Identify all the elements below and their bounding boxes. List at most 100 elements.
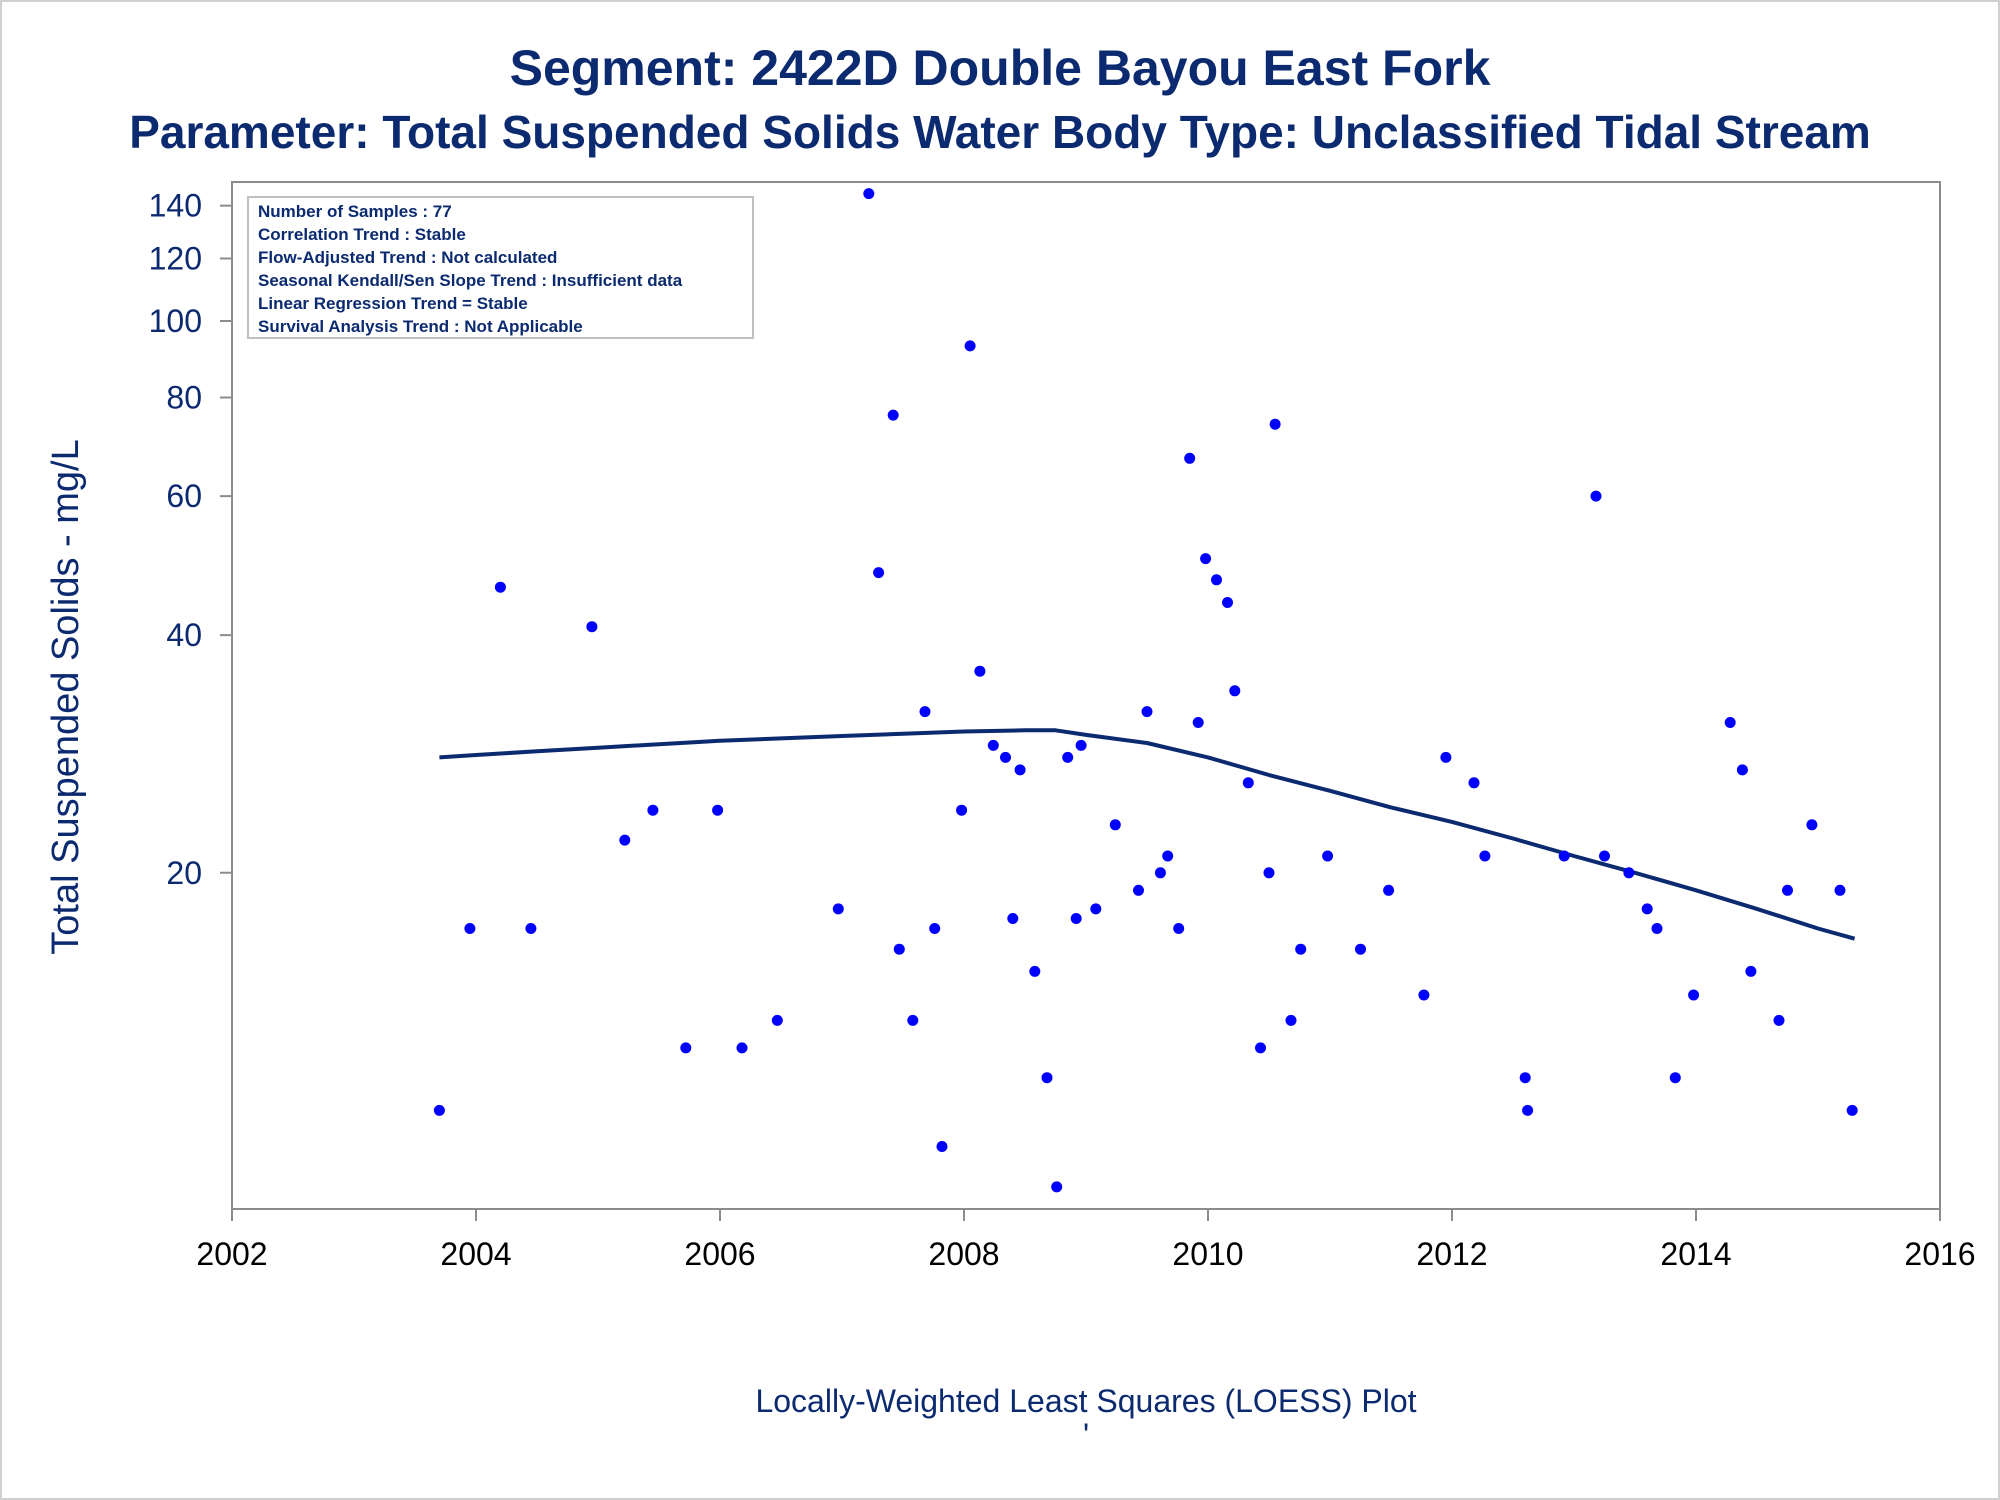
data-point	[1014, 764, 1026, 776]
data-point	[680, 1042, 692, 1054]
data-point	[1651, 923, 1663, 934]
data-point	[1383, 884, 1395, 896]
data-point	[525, 923, 537, 934]
x-tick-label: 2012	[1416, 1236, 1487, 1272]
data-point	[1736, 764, 1748, 776]
data-point	[1184, 452, 1196, 464]
data-point	[893, 943, 905, 955]
inset-line: Correlation Trend : Stable	[258, 225, 466, 244]
data-point	[1641, 903, 1653, 915]
data-point	[1222, 597, 1233, 608]
data-point	[433, 1104, 445, 1116]
data-point	[1041, 1072, 1053, 1084]
y-tick-label: 40	[166, 617, 202, 653]
chart-title: Segment: 2422D Double Bayou East Fork	[510, 40, 1491, 96]
y-tick-label: 140	[149, 188, 202, 224]
x-tick-label: 2002	[196, 1236, 267, 1272]
data-point	[1154, 867, 1166, 879]
data-point	[1255, 1042, 1266, 1054]
plot-footnote: Locally-Weighted Least Squares (LOESS) P…	[755, 1383, 1416, 1419]
data-point	[929, 923, 941, 934]
data-point	[586, 621, 598, 633]
inset-line: Number of Samples : 77	[258, 202, 452, 221]
data-point	[919, 706, 931, 718]
data-point	[1090, 903, 1102, 915]
data-point	[1229, 685, 1241, 697]
y-tick-label: 20	[166, 855, 202, 891]
data-point	[863, 188, 875, 200]
data-point	[1269, 418, 1281, 430]
x-tick-label: 2016	[1904, 1236, 1975, 1272]
x-tick-label: 2006	[684, 1236, 755, 1272]
data-point	[1623, 867, 1635, 879]
inset-line: Flow-Adjusted Trend : Not calculated	[258, 248, 557, 267]
data-point	[1070, 913, 1082, 924]
data-point	[1590, 490, 1602, 502]
data-point	[1688, 989, 1700, 1001]
data-point	[1133, 884, 1144, 896]
data-point	[1192, 717, 1204, 728]
data-point	[956, 804, 968, 816]
data-point	[1806, 819, 1818, 831]
data-point	[832, 903, 844, 915]
y-axis: 20 40 60 80 100 120 140	[149, 188, 232, 891]
x-tick-label: 2014	[1660, 1236, 1731, 1272]
data-point	[1418, 989, 1430, 1001]
data-point	[736, 1042, 748, 1054]
inset-line: Seasonal Kendall/Sen Slope Trend : Insuf…	[258, 271, 683, 290]
data-point	[1200, 553, 1212, 565]
data-point	[1062, 751, 1074, 763]
data-point	[974, 665, 986, 677]
data-point	[987, 739, 999, 751]
data-point	[1782, 884, 1793, 896]
data-point	[1242, 777, 1254, 789]
data-point	[1468, 777, 1480, 789]
y-tick-label: 80	[166, 380, 202, 416]
data-point	[936, 1141, 948, 1152]
data-point	[647, 804, 659, 816]
data-point	[1173, 923, 1185, 934]
y-tick-label: 120	[149, 240, 202, 276]
data-point	[1141, 706, 1153, 718]
data-point	[873, 567, 885, 579]
data-point	[619, 834, 631, 846]
data-point	[964, 340, 976, 352]
data-point	[1322, 850, 1334, 862]
data-point	[1051, 1181, 1063, 1193]
data-point	[1745, 965, 1757, 977]
data-point	[1075, 739, 1087, 751]
data-point	[1162, 850, 1174, 862]
chart-subtitle: Parameter: Total Suspended Solids Water …	[129, 106, 1871, 158]
plot-footnote-mark: '	[1083, 1417, 1089, 1453]
data-point	[1109, 819, 1121, 831]
data-point	[771, 1014, 783, 1026]
data-point	[1285, 1014, 1297, 1026]
y-tick-label: 60	[166, 478, 202, 514]
data-points-layer	[433, 188, 1858, 1193]
data-point	[1599, 850, 1610, 862]
data-point	[1846, 1104, 1858, 1116]
data-point	[887, 409, 899, 421]
data-point	[1263, 867, 1275, 879]
inset-line: Survival Analysis Trend : Not Applicable	[258, 317, 583, 336]
data-point	[1558, 850, 1570, 862]
data-point	[1834, 884, 1846, 896]
y-tick-label: 100	[149, 303, 202, 339]
data-point	[907, 1014, 919, 1026]
data-point	[1479, 850, 1491, 862]
statistics-inset-box	[247, 196, 754, 339]
inset-line: Linear Regression Trend = Stable	[258, 294, 528, 313]
data-point	[1440, 751, 1452, 763]
data-point	[1355, 943, 1366, 955]
x-tick-label: 2004	[440, 1236, 511, 1272]
y-axis-label: Total Suspended Solids - mg/L	[45, 439, 87, 954]
data-point	[1007, 913, 1019, 924]
data-point	[494, 581, 506, 593]
data-point	[1211, 574, 1222, 586]
data-point	[1522, 1104, 1534, 1116]
data-point	[1773, 1014, 1785, 1026]
data-point	[1519, 1072, 1531, 1084]
data-point	[1000, 751, 1011, 763]
